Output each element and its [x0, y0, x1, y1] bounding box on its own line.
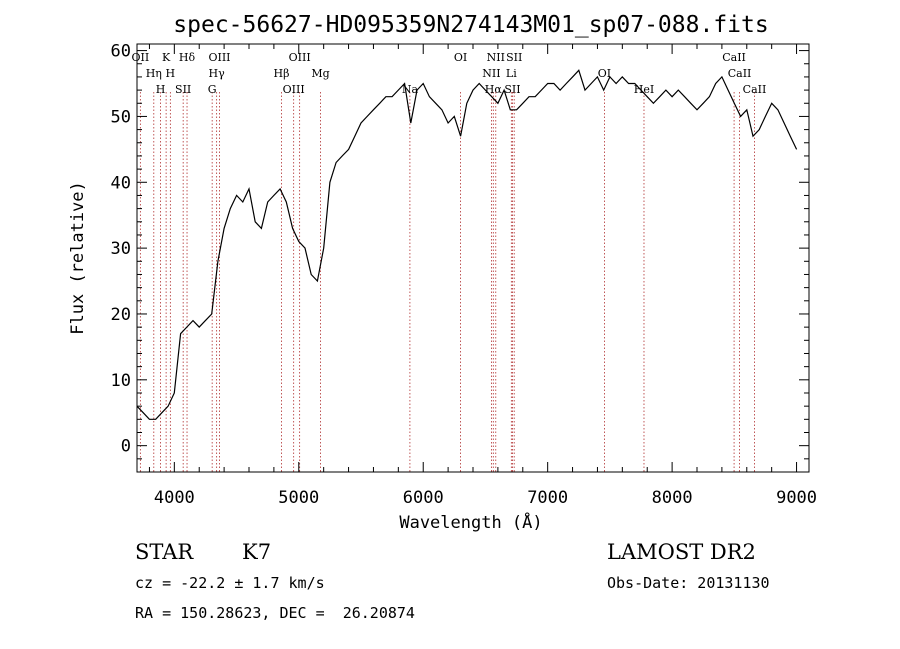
spectral-line-label: Mg — [311, 67, 329, 80]
axis-ticks: 4000 5000 6000 7000 8000 9000 0 10 20 30 40 50 60 — [111, 42, 818, 508]
spectral-line-label: OIII — [283, 83, 305, 96]
y-tick-label: 30 — [111, 239, 131, 259]
spectral-line-label: CaII — [722, 51, 746, 64]
spectral-line-label: K — [162, 51, 171, 64]
spectrum-series-line — [136, 69, 798, 420]
x-tick-label: 4000 — [154, 488, 195, 508]
spectral-line-label: Hα — [485, 83, 503, 96]
spectral-line-label: H — [166, 67, 176, 80]
y-tick-label: 20 — [111, 305, 131, 325]
spectral-line-label: Li — [506, 67, 517, 80]
spectral-line-label: CaII — [728, 67, 752, 80]
spectral-line-label: Hδ — [179, 51, 196, 64]
spectral-line-label: SII — [506, 51, 522, 64]
spectral-line-label: HeI — [634, 83, 654, 96]
spectral-line-label: Hη — [146, 67, 162, 80]
y-axis-label: Flux (relative) — [68, 181, 88, 335]
redshift-info: cz = -22.2 ± 1.7 km/s — [135, 574, 325, 592]
x-axis-label: Wavelength (Å) — [399, 511, 542, 533]
spectral-line-markers: OIIHηHKHSIIHδHγGOIIIHβOIIIOIIIMgNaOINIIH… — [132, 51, 767, 472]
spectral-line-label: SII — [175, 83, 191, 96]
object-subclass: K7 — [242, 540, 272, 564]
x-tick-label: 8000 — [652, 488, 693, 508]
y-tick-label: 60 — [111, 42, 131, 62]
x-tick-label: 7000 — [527, 488, 568, 508]
spectral-line-label: OIII — [289, 51, 311, 64]
y-tick-label: 10 — [111, 371, 131, 391]
observation-date: Obs-Date: 20131130 — [607, 574, 770, 592]
x-tick-label: 9000 — [776, 488, 817, 508]
object-class: STAR — [135, 540, 194, 564]
spectral-line-label: NII — [482, 67, 500, 80]
spectral-line-label: SII — [504, 83, 520, 96]
spectral-line-label: OI — [454, 51, 467, 64]
spectral-line-label: OIII — [208, 51, 230, 64]
y-tick-label: 0 — [121, 437, 131, 457]
survey-name: LAMOST DR2 — [607, 540, 756, 564]
spectral-line-label: CaII — [743, 83, 767, 96]
y-tick-label: 50 — [111, 107, 131, 127]
plot-frame — [136, 43, 810, 473]
spectral-line-label: Hγ — [209, 67, 226, 80]
spectral-line-label: OII — [132, 51, 150, 64]
x-tick-label: 6000 — [403, 488, 444, 508]
spectral-line-label: OI — [598, 67, 611, 80]
x-tick-label: 5000 — [278, 488, 319, 508]
spectral-line-label: G — [208, 83, 217, 96]
spectral-line-label: Hβ — [274, 67, 290, 80]
spectral-line-label: H — [156, 83, 166, 96]
plot-title: spec-56627-HD095359N274143M01_sp07-088.f… — [173, 12, 768, 38]
spectral-line-label: NII — [487, 51, 505, 64]
coordinates-info: RA = 150.28623, DEC = 26.20874 — [135, 604, 415, 622]
y-tick-label: 40 — [111, 173, 131, 193]
